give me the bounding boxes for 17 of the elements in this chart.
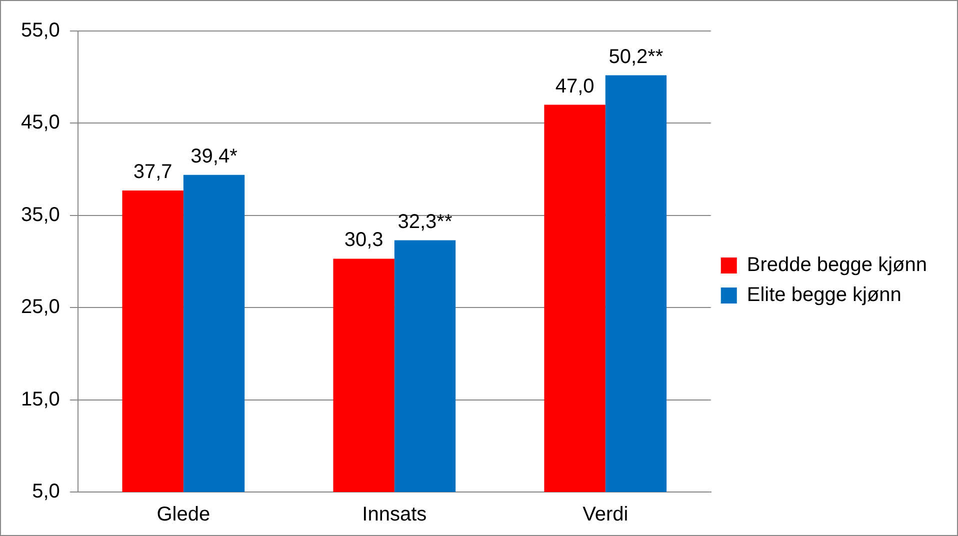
x-tick-label: Glede [156, 504, 210, 526]
y-tick-label: 25,0 [20, 296, 60, 318]
x-tick-label: Innsats [362, 504, 427, 526]
data-label: 32,3** [398, 210, 452, 233]
x-tick-label: Verdi [582, 504, 628, 526]
data-label: 37,7 [133, 161, 172, 184]
y-tick-label: 45,0 [20, 112, 60, 134]
data-label: 39,4* [190, 145, 238, 168]
y-tick-label: 55,0 [20, 20, 60, 42]
y-tick-label: 5,0 [32, 480, 60, 503]
y-tick-label: 35,0 [20, 204, 60, 226]
data-label: 47,0 [555, 75, 594, 98]
legend-label: Bredde begge kjønn [746, 254, 928, 276]
data-label: 50,2** [608, 46, 664, 68]
legend-label: Elite begge kjønn [746, 284, 902, 306]
data-label: 30,3 [344, 229, 384, 252]
y-tick-label: 15,0 [20, 388, 60, 410]
